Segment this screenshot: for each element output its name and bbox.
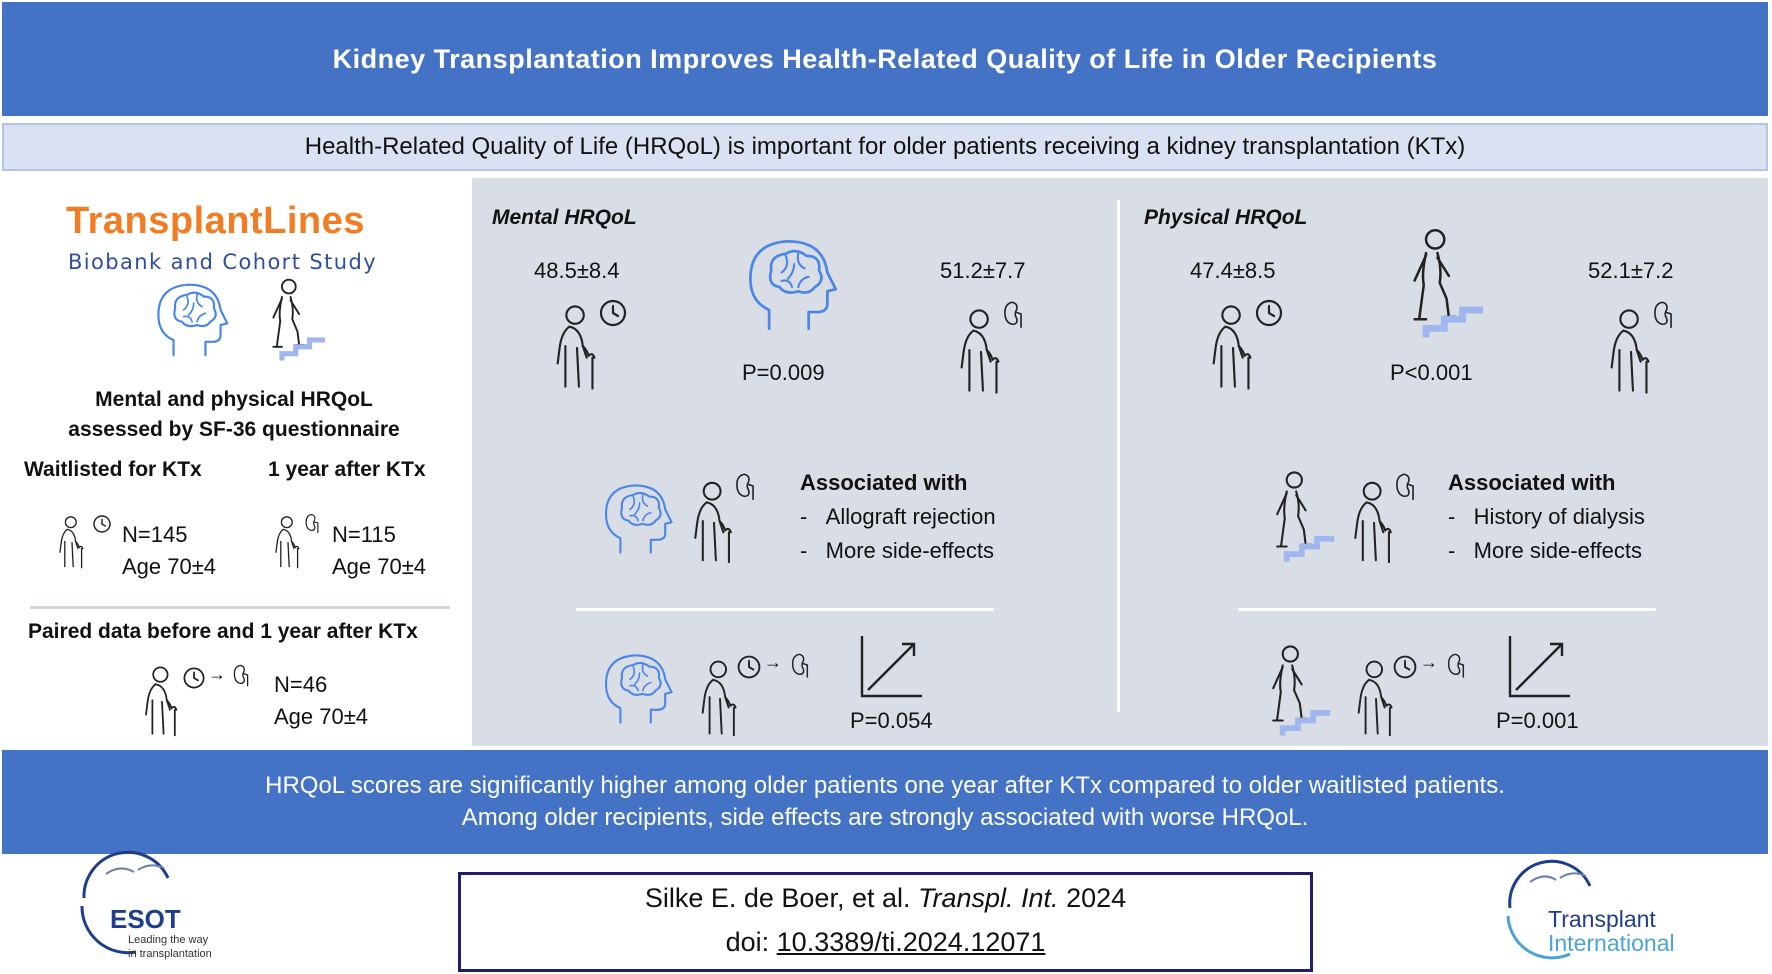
assessment-line-2: assessed by SF-36 questionnaire (68, 418, 400, 441)
citation-journal: Transpl. Int. (918, 883, 1059, 913)
clock-icon (736, 654, 762, 680)
left-divider (30, 606, 450, 609)
brand-name: TransplantLines (66, 200, 365, 242)
citation-authors: Silke E. de Boer, et al. (644, 883, 911, 913)
clock-icon (1254, 298, 1284, 328)
walker-stairs-icon (1262, 470, 1338, 566)
kidney-icon (790, 650, 810, 680)
page-title: Kidney Transplantation Improves Health-R… (332, 43, 1438, 74)
clock-icon (92, 514, 112, 534)
ti-line-2: International (1548, 930, 1675, 956)
clock-icon (182, 666, 206, 690)
arrow-glyph: → (764, 652, 782, 672)
brain-icon (598, 474, 678, 564)
elderly-person-icon (270, 514, 306, 570)
brain-icon (740, 230, 844, 340)
kidney-icon (232, 662, 250, 688)
doi-link[interactable]: 10.3389/ti.2024.12071 (776, 927, 1046, 957)
mental-assoc-heading: Associated with (800, 470, 968, 495)
mental-divider (576, 608, 994, 611)
doi-line: doi: 10.3389/ti.2024.12071 (461, 927, 1310, 958)
kidney-icon (1002, 298, 1024, 330)
conclusion-line-2: Among older recipients, side effects are… (461, 804, 1309, 831)
after-ktx-age: Age 70±4 (332, 554, 427, 579)
paired-label: Paired data before and 1 year after KTx (28, 620, 418, 643)
conclusion-banner: HRQoL scores are significantly higher am… (2, 750, 1768, 854)
after-ktx-n: N=115 (332, 522, 396, 547)
mental-assoc-item: - Allograft rejection (800, 504, 996, 529)
citation-line: Silke E. de Boer, et al. Transpl. Int. 2… (461, 883, 1310, 914)
mental-after-score: 51.2±7.7 (940, 258, 1026, 283)
brain-icon (150, 278, 234, 362)
physical-assoc-item: - History of dialysis (1448, 504, 1645, 529)
brand-subtitle: Biobank and Cohort Study (68, 250, 378, 274)
physical-wait-score: 47.4±8.5 (1190, 258, 1276, 283)
brain-icon (598, 644, 678, 734)
growth-arrow-icon (1504, 632, 1574, 702)
title-banner: Kidney Transplantation Improves Health-R… (2, 2, 1768, 116)
mental-p-value: P=0.009 (742, 360, 825, 385)
citation-box: Silke E. de Boer, et al. Transpl. Int. 2… (458, 872, 1313, 972)
kidney-icon (304, 512, 320, 534)
mental-assoc-item: - More side-effects (800, 538, 995, 563)
subtitle-banner: Health-Related Quality of Life (HRQoL) i… (2, 123, 1768, 171)
esot-name: ESOT (110, 904, 181, 934)
arrow-glyph: → (208, 664, 226, 684)
clock-icon (1392, 654, 1418, 680)
kidney-icon (1652, 298, 1674, 330)
clock-icon (598, 298, 628, 328)
esot-tagline-1: Leading the way (128, 934, 209, 946)
arrow-glyph: → (1420, 652, 1438, 672)
mental-paired-p: P=0.054 (850, 708, 933, 733)
mental-heading: Mental HRQoL (492, 206, 637, 229)
conclusion-line-1: HRQoL scores are significantly higher am… (265, 772, 1505, 799)
elderly-person-icon (138, 664, 186, 738)
walker-stairs-icon (1396, 228, 1488, 342)
esot-logo-icon (80, 850, 170, 955)
elderly-person-icon (54, 514, 90, 570)
physical-assoc-item: - More side-effects (1448, 538, 1643, 563)
esot-tagline-2: in transplantation (128, 948, 212, 960)
waitlisted-age: Age 70±4 (122, 554, 217, 579)
transplant-international-logo-icon (1506, 859, 1592, 960)
ti-line-1: Transplant (1548, 906, 1656, 932)
after-ktx-label: 1 year after KTx (268, 458, 426, 481)
results-panel (472, 178, 1768, 746)
walker-stairs-icon (258, 278, 330, 364)
citation-year: 2024 (1066, 883, 1127, 913)
waitlisted-n: N=145 (122, 522, 188, 547)
kidney-icon (734, 470, 756, 502)
mental-wait-score: 48.5±8.4 (534, 258, 620, 283)
assessment-line-1: Mental and physical HRQoL (95, 388, 373, 411)
section-divider (1117, 200, 1120, 712)
paired-age: Age 70±4 (274, 704, 369, 729)
study-panel: TransplantLines Biobank and Cohort Study… (2, 178, 466, 746)
physical-p-value: P<0.001 (1390, 360, 1473, 385)
physical-after-score: 52.1±7.2 (1588, 258, 1674, 283)
walker-stairs-icon (1258, 644, 1334, 740)
kidney-icon (1446, 650, 1466, 680)
waitlisted-label: Waitlisted for KTx (24, 458, 202, 481)
kidney-icon (1394, 470, 1416, 502)
physical-paired-p: P=0.001 (1496, 708, 1579, 733)
paired-n: N=46 (274, 672, 328, 697)
growth-arrow-icon (856, 632, 926, 702)
physical-assoc-heading: Associated with (1448, 470, 1616, 495)
physical-divider (1238, 608, 1656, 611)
physical-heading: Physical HRQoL (1144, 206, 1308, 229)
page-subtitle: Health-Related Quality of Life (HRQoL) i… (304, 133, 1466, 160)
doi-label: doi: (725, 927, 770, 957)
